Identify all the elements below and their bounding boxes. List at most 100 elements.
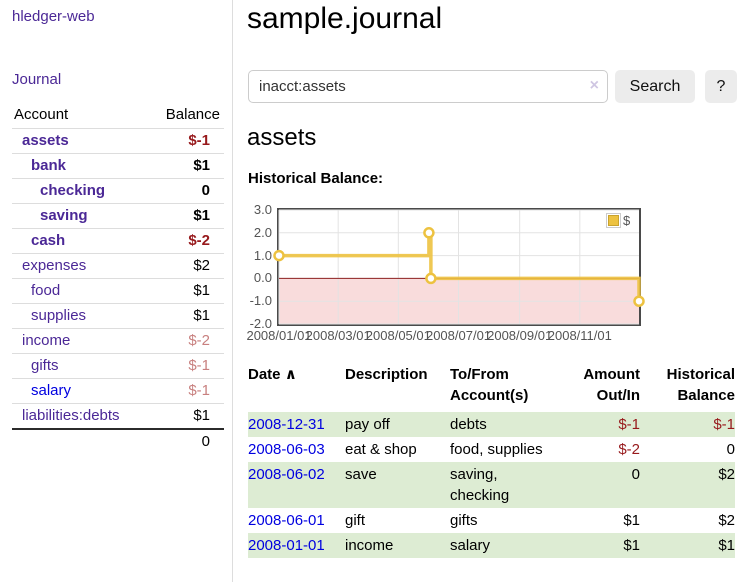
search-input[interactable] (248, 70, 608, 103)
account-row: checking 0 (12, 178, 224, 204)
balance-column-header: Historical Balance (666, 366, 735, 404)
account-link-food[interactable]: food (31, 282, 61, 299)
chart-y-labels: 3.0 2.0 1.0 0.0 -1.0 -2.0 (238, 202, 272, 331)
x-axis-tick-label: 2008/07/01 (425, 328, 492, 343)
account-link-cash[interactable]: cash (31, 232, 66, 249)
transaction-accounts: debts (450, 416, 487, 433)
sidebar-item-journal[interactable]: Journal (12, 71, 62, 88)
account-heading: assets (247, 124, 317, 151)
x-axis-tick-label: 2008/01/01 (246, 328, 312, 343)
transaction-row: 2008-06-03 eat & shop food, supplies $-2… (248, 437, 735, 462)
balance-value: $1 (193, 307, 210, 324)
transaction-balance: $2 (718, 512, 735, 529)
account-link-assets[interactable]: assets (22, 132, 69, 149)
account-link-salary[interactable]: salary (31, 382, 72, 399)
sort-ascending-icon: ∧ (284, 366, 297, 383)
chart-canvas (273, 209, 645, 325)
x-axis-tick-label: 2008/03/01 (305, 328, 371, 343)
chart-title: Historical Balance: (248, 170, 384, 187)
y-axis-tick-label: 0.0 (253, 270, 272, 286)
sidebar: hledger-web Journal Account Balance asse… (0, 0, 233, 582)
account-link-saving[interactable]: saving (40, 207, 88, 224)
legend-label: $ (623, 213, 631, 228)
transaction-date-link[interactable]: 2008-01-01 (248, 537, 325, 554)
transaction-description: income (345, 537, 394, 554)
accounts-total-row: 0 (12, 429, 224, 454)
accounts-table-header: Account Balance (12, 103, 224, 129)
search-button[interactable]: Search (615, 70, 695, 103)
account-row: bank $1 (12, 153, 224, 179)
x-axis-tick-label: 2008/11/01 (547, 328, 612, 343)
account-link-checking[interactable]: checking (40, 182, 106, 199)
accounts-total-value: 0 (201, 433, 210, 450)
help-button[interactable]: ? (705, 70, 737, 103)
y-axis-tick-label: 1.0 (253, 247, 272, 263)
balance-value: $-2 (188, 232, 210, 249)
transaction-date-link[interactable]: 2008-06-02 (248, 466, 325, 483)
legend-swatch-box (606, 213, 621, 228)
balance-value: $-1 (188, 357, 210, 374)
transaction-row: 2008-06-01 gift gifts $1 $2 (248, 508, 735, 533)
balance-value: $2 (193, 257, 210, 274)
transaction-amount: $-2 (618, 441, 640, 458)
account-link-expenses[interactable]: expenses (22, 257, 87, 274)
transaction-accounts: food, supplies (450, 441, 543, 458)
account-row: saving $1 (12, 203, 224, 229)
balance-value: $-2 (188, 332, 210, 349)
balance-column-header: Balance (165, 106, 220, 123)
balance-value: $1 (193, 282, 210, 299)
page-title: sample.journal (247, 2, 443, 35)
transaction-description: pay off (345, 416, 390, 433)
accounts-column-header: To/From Account(s) (450, 366, 529, 404)
transaction-row: 2008-12-31 pay off debts $-1 $-1 (248, 412, 735, 437)
transaction-accounts: saving, checking (450, 466, 510, 504)
account-link-bank[interactable]: bank (31, 157, 67, 174)
transaction-amount: $-1 (618, 416, 640, 433)
register-table: Date ∧ Description To/From Account(s) Am… (248, 360, 735, 558)
legend-swatch (608, 215, 619, 226)
account-row: supplies $1 (12, 303, 224, 329)
balance-value: $1 (193, 407, 210, 424)
account-row: cash $-2 (12, 228, 224, 254)
account-row: liabilities:debts $1 (12, 403, 224, 430)
y-axis-tick-label: 3.0 (253, 202, 272, 217)
x-axis-tick-label: 2008/05/01 (365, 328, 431, 343)
chart-x-labels: 2008/01/01 2008/03/01 2008/05/01 2008/07/01… (246, 328, 639, 344)
transaction-description: gift (345, 512, 366, 529)
x-axis-tick-label: 2008/09/01 (487, 328, 553, 343)
account-link-income[interactable]: income (22, 332, 71, 349)
balance-value: $-1 (188, 382, 210, 399)
clear-search-icon[interactable]: × (589, 77, 599, 94)
transaction-balance: $-1 (713, 416, 735, 433)
transaction-date-link[interactable]: 2008-12-31 (248, 416, 325, 433)
transaction-date-link[interactable]: 2008-06-01 (248, 512, 325, 529)
historical-balance-chart (273, 208, 645, 326)
transaction-amount: $1 (623, 512, 640, 529)
register-header-row: Date ∧ Description To/From Account(s) Am… (248, 360, 735, 412)
balance-value: $1 (193, 157, 210, 174)
transaction-balance: $2 (718, 466, 735, 483)
account-link-liabilities-debts[interactable]: liabilities:debts (22, 407, 120, 424)
y-axis-tick-label: 2.0 (253, 224, 272, 240)
transaction-date-link[interactable]: 2008-06-03 (248, 441, 325, 458)
transaction-description: eat & shop (345, 441, 417, 458)
account-row: assets $-1 (12, 128, 224, 154)
account-row: gifts $-1 (12, 353, 224, 379)
account-link-gifts[interactable]: gifts (31, 357, 59, 374)
account-row: salary $-1 (12, 378, 224, 404)
date-column-header: Date ∧ (248, 366, 297, 383)
account-column-header: Account (14, 106, 69, 123)
balance-value: 0 (201, 182, 210, 199)
account-row: expenses $2 (12, 253, 224, 279)
account-row: income $-2 (12, 328, 224, 354)
app-title-link[interactable]: hledger-web (12, 8, 95, 25)
account-link-supplies[interactable]: supplies (31, 307, 87, 324)
y-axis-tick-label: -2.0 (249, 316, 272, 331)
transaction-balance: $1 (718, 537, 735, 554)
balance-value: $-1 (188, 132, 210, 149)
account-row: food $1 (12, 278, 224, 304)
transaction-row: 2008-06-02 save saving, checking 0 $2 (248, 462, 735, 508)
transaction-row: 2008-01-01 income salary $1 $1 (248, 533, 735, 558)
amount-column-header: Amount Out/In (583, 366, 640, 404)
transaction-accounts: salary (450, 537, 491, 554)
